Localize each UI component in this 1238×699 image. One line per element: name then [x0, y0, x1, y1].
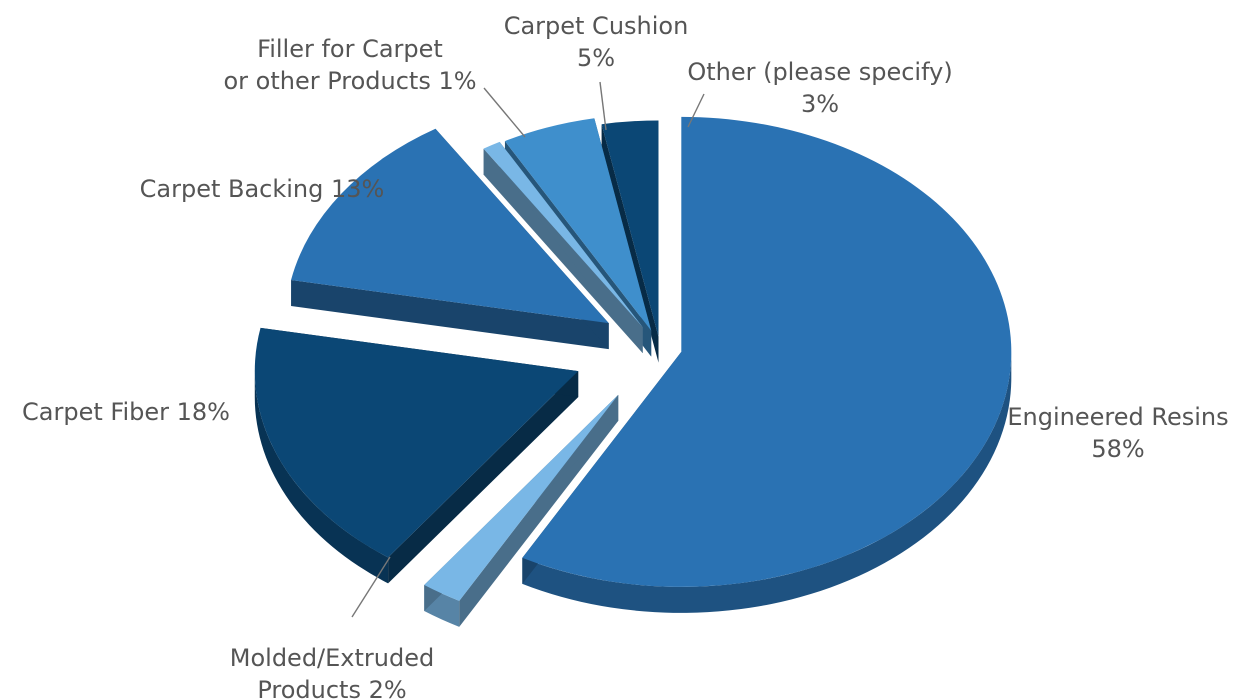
slice-label-line: Carpet Fiber 18% [22, 398, 230, 426]
slice-label-line: 3% [801, 90, 839, 118]
slice-label-line: or other Products 1% [223, 67, 476, 95]
leader-line-filler [483, 87, 526, 138]
slice-side-other-0 [601, 124, 659, 363]
slice-engineered-resins [522, 116, 1012, 613]
leader-lines [351, 81, 705, 618]
slice-top-filler [483, 141, 643, 328]
slice-other [601, 120, 659, 363]
slice-label-line: Filler for Carpet [257, 35, 443, 63]
slice-rim-engineered-resins [522, 351, 1012, 613]
slice-label-molded-extruded: Molded/Extruded Products 2% [230, 644, 434, 699]
slice-label-carpet-backing: Carpet Backing 13% [140, 175, 385, 203]
slice-label-filler: Filler for Carpet or other Products 1% [223, 35, 476, 95]
pie-slices [254, 116, 1012, 627]
slice-label-carpet-cushion: Carpet Cushion 5% [504, 12, 689, 72]
slice-top-carpet-cushion [504, 118, 652, 331]
slice-labels: Engineered Resins 58% Molded/Extruded Produ… [22, 12, 1229, 699]
slice-side-filler-0 [483, 148, 643, 354]
slice-label-line: Products 2% [257, 676, 406, 699]
slice-filler [483, 141, 643, 354]
slice-label-line: 5% [577, 44, 615, 72]
slice-side-carpet-fiber-0 [388, 371, 579, 584]
slice-rim-carpet-fiber [254, 371, 389, 584]
slice-label-line: Engineered Resins [1007, 403, 1228, 431]
slice-label-line: 58% [1091, 435, 1144, 463]
slice-top-engineered-resins [522, 116, 1012, 587]
slice-top-carpet-backing [291, 128, 609, 324]
slice-carpet-fiber [254, 327, 579, 584]
slice-label-engineered-resins: Engineered Resins 58% [1007, 403, 1228, 463]
leader-line-other [687, 93, 705, 128]
slice-top-molded-extruded [424, 394, 619, 601]
slice-top-carpet-fiber [254, 327, 579, 558]
slice-label-line: Molded/Extruded [230, 644, 434, 672]
slice-label-other: Other (please specify) 3% [687, 58, 952, 118]
slice-side-carpet-backing-0 [291, 280, 609, 350]
slice-top-other [601, 120, 659, 337]
slice-carpet-backing [291, 128, 609, 350]
slice-label-line: Other (please specify) [687, 58, 952, 86]
leader-line-molded-extruded [351, 556, 391, 618]
slice-label-line: Carpet Backing 13% [140, 175, 385, 203]
slice-molded-extruded [424, 394, 619, 627]
slice-label-carpet-fiber: Carpet Fiber 18% [22, 398, 230, 426]
leader-line-carpet-cushion [599, 81, 607, 131]
slice-label-line: Carpet Cushion [504, 12, 689, 40]
